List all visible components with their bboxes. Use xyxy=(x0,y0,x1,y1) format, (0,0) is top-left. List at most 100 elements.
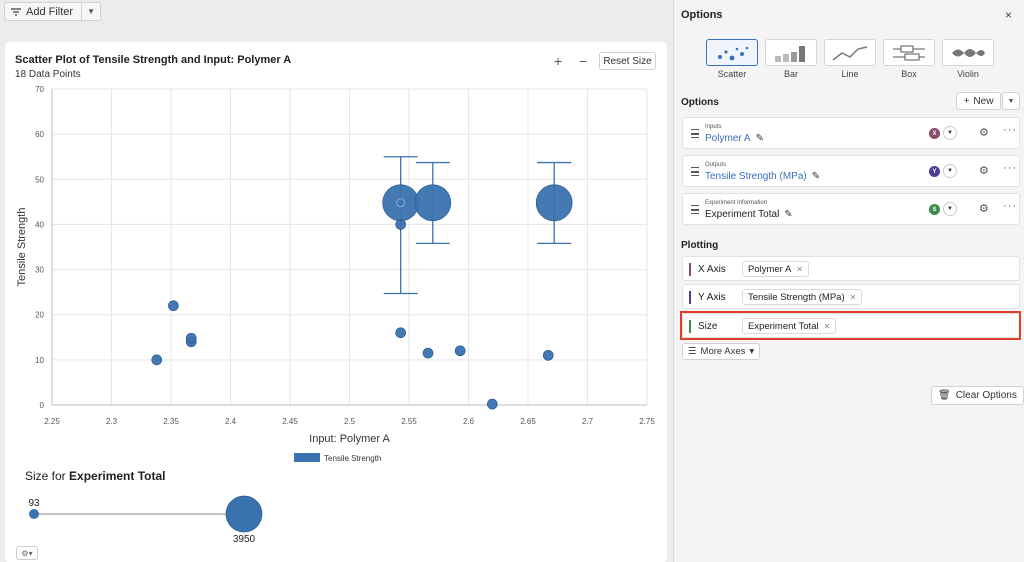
line-chart-icon xyxy=(832,45,868,61)
add-filter-main[interactable]: Add Filter xyxy=(5,3,83,20)
chart-type-label-box: Box xyxy=(901,69,917,79)
clear-options-label: Clear Options xyxy=(955,390,1017,401)
plot-row-x-axis[interactable]: X Axis Polymer A ✕ xyxy=(682,256,1020,281)
x-tick-label: 2.45 xyxy=(282,417,298,426)
gear-icon[interactable]: ⚙ xyxy=(979,127,989,139)
x-tick-label: 2.65 xyxy=(520,417,536,426)
badge-dropdown[interactable]: ▼ xyxy=(943,202,957,216)
zoom-out-button[interactable]: − xyxy=(579,53,588,69)
y-tick-label: 60 xyxy=(35,130,44,139)
data-point-count: 18 Data Points xyxy=(15,69,81,80)
option-card-inputs[interactable]: Inputs Polymer A ✎ X ▼ ⚙ ··· xyxy=(682,117,1020,149)
y-tick-label: 20 xyxy=(35,311,44,320)
option-category: Experiment Information xyxy=(705,200,768,206)
scatter-point-overlap xyxy=(396,198,406,208)
pencil-icon[interactable]: ✎ xyxy=(811,171,821,182)
option-category: Inputs xyxy=(705,124,722,130)
gear-icon: ⚙▾ xyxy=(21,548,33,558)
chart-type-scatter[interactable] xyxy=(706,39,758,66)
size-legend-max-marker xyxy=(225,495,263,533)
new-option-label: New xyxy=(973,95,994,107)
more-icon[interactable]: ··· xyxy=(1003,162,1017,174)
caret-down-icon: ▼ xyxy=(1007,97,1015,105)
chart-type-label-scatter: Scatter xyxy=(717,69,747,79)
bar-chart-icon xyxy=(775,45,805,62)
x-tick-label: 2.55 xyxy=(401,417,417,426)
chart-settings-button[interactable]: ⚙▾ xyxy=(16,546,38,560)
chart-type-violin[interactable] xyxy=(942,39,994,66)
scatter-icon xyxy=(718,46,749,60)
zoom-in-button[interactable]: + xyxy=(554,53,563,69)
chart-type-bar[interactable] xyxy=(765,39,817,66)
plot-row-size[interactable]: Size Experiment Total ✕ xyxy=(682,313,1020,338)
option-card-outputs[interactable]: Outputs Tensile Strength (MPa) ✎ Y ▼ ⚙ ··… xyxy=(682,155,1020,187)
gear-icon[interactable]: ⚙ xyxy=(979,203,989,215)
add-filter-label: Add Filter xyxy=(26,5,74,18)
badge-dropdown[interactable]: ▼ xyxy=(943,126,957,140)
size-legend-field: Experiment Total xyxy=(69,469,166,483)
option-value[interactable]: Polymer A ✎ xyxy=(705,133,764,144)
scatter-chart: 2.25 2.3 2.35 2.4 2.45 2.5 2.55 2.6 2.65 2.7 2.75 0… xyxy=(16,85,655,545)
remove-tag-icon[interactable]: ✕ xyxy=(823,321,831,331)
trash-icon: 🗑 xyxy=(938,390,951,401)
badge-dropdown[interactable]: ▼ xyxy=(943,164,957,178)
size-row-highlight xyxy=(680,311,1021,340)
option-value[interactable]: Tensile Strength (MPa) ✎ xyxy=(705,171,820,182)
y-axis-title: Tensile Strength xyxy=(16,208,28,287)
pencil-icon[interactable]: ✎ xyxy=(784,209,793,220)
remove-tag-icon[interactable]: ✕ xyxy=(849,292,857,302)
plot-row-tag[interactable]: Experiment Total ✕ xyxy=(742,318,837,334)
gear-icon[interactable]: ⚙ xyxy=(979,165,989,177)
size-legend-min-marker xyxy=(29,509,39,519)
clear-options-button[interactable]: 🗑 Clear Options xyxy=(931,386,1024,405)
new-option-dropdown[interactable]: ▼ xyxy=(1002,92,1020,110)
scatter-point xyxy=(185,332,197,344)
drag-handle-icon[interactable] xyxy=(691,205,699,214)
remove-tag-icon[interactable]: ✕ xyxy=(796,264,803,274)
violin-plot-icon xyxy=(952,48,985,57)
x-tick-label: 2.7 xyxy=(582,417,594,426)
plot-row-label: X Axis xyxy=(698,264,726,275)
size-legend-prefix: Size for xyxy=(25,469,70,483)
add-filter-button[interactable]: Add Filter ▼ xyxy=(4,2,102,21)
top-toolbar: Add Filter ▼ xyxy=(0,0,672,28)
pencil-icon[interactable]: ✎ xyxy=(755,133,764,144)
plot-row-tag[interactable]: Tensile Strength (MPa) ✕ xyxy=(742,289,863,305)
plot-row-y-axis[interactable]: Y Axis Tensile Strength (MPa) ✕ xyxy=(682,284,1020,309)
x-tick-label: 2.75 xyxy=(639,417,655,426)
reset-size-button[interactable]: Reset Size xyxy=(599,52,656,70)
y-tick-label: 10 xyxy=(35,356,44,365)
axis-badge-y: Y xyxy=(929,166,940,177)
plot-row-tag[interactable]: Polymer A ✕ xyxy=(742,261,809,277)
chart-type-label-bar: Bar xyxy=(783,69,798,79)
y-axis-color-bar xyxy=(689,291,691,304)
caret-down-icon: ▼ xyxy=(947,168,953,174)
drag-handle-icon[interactable] xyxy=(691,167,699,176)
option-value[interactable]: Experiment Total ✎ xyxy=(705,209,793,220)
option-value-text: Tensile Strength (MPa) xyxy=(705,171,807,182)
add-filter-dropdown[interactable]: ▼ xyxy=(82,3,100,20)
chart-type-line[interactable] xyxy=(824,39,876,66)
close-icon[interactable]: × xyxy=(1005,8,1013,22)
caret-down-icon: ▼ xyxy=(947,206,953,212)
list-icon: ☰ xyxy=(688,346,697,357)
filter-icon xyxy=(11,7,21,16)
plot-row-label: Y Axis xyxy=(698,292,726,303)
x-tick-label: 2.25 xyxy=(44,417,60,426)
more-icon[interactable]: ··· xyxy=(1003,200,1017,212)
panel-header: Options × xyxy=(674,0,1024,30)
x-tick-label: 2.3 xyxy=(106,417,118,426)
x-tick-label: 2.5 xyxy=(344,417,356,426)
x-axis-color-bar xyxy=(689,263,691,276)
chart-type-box[interactable] xyxy=(883,39,935,66)
x-tick-label: 2.4 xyxy=(225,417,237,426)
option-card-experiment-info[interactable]: Experiment Information Experiment Total ✎… xyxy=(682,193,1020,225)
chart-type-label-line: Line xyxy=(841,69,859,79)
scatter-point xyxy=(486,398,498,410)
more-icon[interactable]: ··· xyxy=(1003,124,1017,136)
new-option-button[interactable]: + New xyxy=(956,92,1001,110)
panel-title: Options xyxy=(681,9,723,21)
scatter-point xyxy=(422,347,434,359)
drag-handle-icon[interactable] xyxy=(691,129,699,138)
more-axes-button[interactable]: ☰ More Axes ▾ xyxy=(682,343,761,360)
